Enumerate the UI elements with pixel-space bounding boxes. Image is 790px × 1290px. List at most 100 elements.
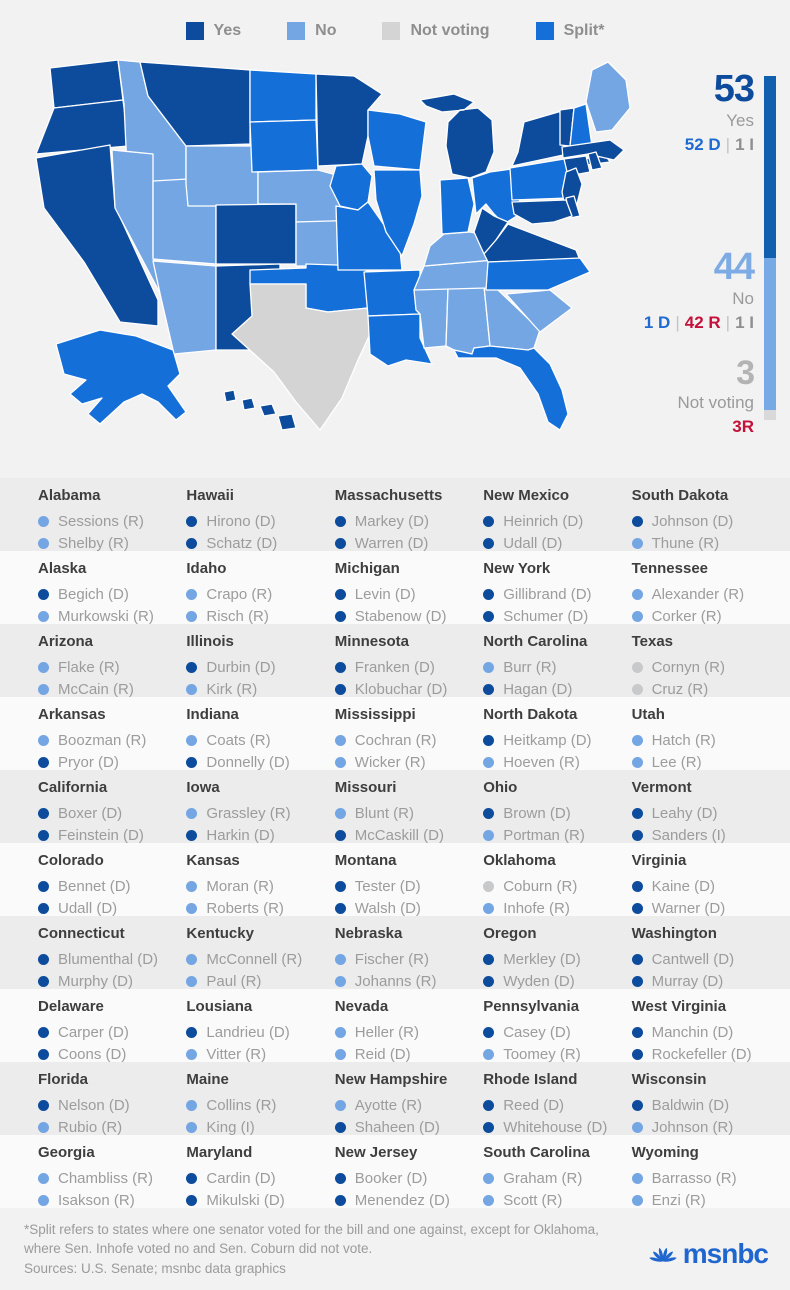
vote-dot-no bbox=[631, 1172, 643, 1184]
vote-dot-yes bbox=[186, 661, 198, 673]
senator-row: McConnell (R) bbox=[186, 948, 334, 970]
senator-name: Landrieu (D) bbox=[206, 1023, 290, 1041]
vote-dot-yes bbox=[186, 1172, 198, 1184]
state-name: Utah bbox=[631, 706, 665, 723]
senator-name: Barrasso (R) bbox=[651, 1169, 737, 1187]
senator-name: Kaine (D) bbox=[651, 877, 715, 895]
senator-name: Burr (R) bbox=[503, 658, 557, 676]
state-cell: Michigan Levin (D) Stabenow (D) bbox=[334, 560, 483, 627]
senator-row: Corker (R) bbox=[631, 605, 780, 627]
legend-item-no: No bbox=[287, 22, 336, 40]
senator-name: Blunt (R) bbox=[354, 804, 414, 822]
state-cell: Ohio Brown (D) Portman (R) bbox=[483, 779, 631, 846]
state-name: Florida bbox=[38, 1071, 89, 1088]
senator-row: Klobuchar (D) bbox=[334, 678, 483, 700]
vote-dot-no bbox=[334, 756, 346, 768]
senator-name: Murray (D) bbox=[651, 972, 724, 990]
senator-row: Boozman (R) bbox=[38, 729, 186, 751]
senator-row: Cantwell (D) bbox=[631, 948, 780, 970]
vote-dot-no bbox=[186, 880, 198, 892]
state-MA bbox=[561, 139, 625, 161]
state-cell: Colorado Bennet (D) Udall (D) bbox=[38, 852, 186, 919]
senator-row: Blunt (R) bbox=[334, 802, 483, 824]
vote-dot-no bbox=[483, 902, 495, 914]
state-name: Michigan bbox=[334, 560, 400, 577]
senator-row: Warner (D) bbox=[631, 897, 780, 919]
legend-swatch-split bbox=[535, 22, 554, 40]
state-cell: Montana Tester (D) Walsh (D) bbox=[334, 852, 483, 919]
state-cell: Alabama Sessions (R) Shelby (R) bbox=[38, 487, 186, 554]
senator-row: Blumenthal (D) bbox=[38, 948, 186, 970]
vote-dot-yes bbox=[334, 829, 346, 841]
state-HI bbox=[223, 389, 297, 431]
state-WI bbox=[367, 109, 427, 171]
senator-row: Johnson (R) bbox=[631, 1116, 780, 1138]
state-cell: Wyoming Barrasso (R) Enzi (R) bbox=[631, 1144, 780, 1211]
senator-row: Moran (R) bbox=[186, 875, 334, 897]
vote-dot-yes bbox=[483, 807, 495, 819]
senator-name: Durbin (D) bbox=[206, 658, 276, 676]
state-cell: New Mexico Heinrich (D) Udall (D) bbox=[483, 487, 631, 554]
senator-name: Cornyn (R) bbox=[651, 658, 725, 676]
senator-row: Rockefeller (D) bbox=[631, 1043, 780, 1065]
footnote-line1: *Split refers to states where one senato… bbox=[24, 1222, 599, 1237]
vote-dot-no bbox=[38, 515, 49, 527]
state-cell: North Dakota Heitkamp (D) Hoeven (R) bbox=[483, 706, 631, 773]
senator-row: Thune (R) bbox=[631, 532, 780, 554]
senator-row: Levin (D) bbox=[334, 583, 483, 605]
vote-dot-yes bbox=[334, 880, 346, 892]
senator-name: Hatch (R) bbox=[651, 731, 716, 749]
vote-dot-yes bbox=[631, 880, 643, 892]
vote-dot-no bbox=[631, 1194, 643, 1206]
senator-row: King (I) bbox=[186, 1116, 334, 1138]
senator-row: Murkowski (R) bbox=[38, 605, 186, 627]
senator-name: Wicker (R) bbox=[354, 753, 426, 771]
vote-dot-yes bbox=[483, 953, 495, 965]
senator-name: Hagan (D) bbox=[503, 680, 573, 698]
state-name: Maryland bbox=[186, 1144, 253, 1161]
senator-name: Reid (D) bbox=[354, 1045, 411, 1063]
state-cell: Connecticut Blumenthal (D) Murphy (D) bbox=[38, 925, 186, 992]
breakdown-part: 52 D bbox=[684, 135, 721, 154]
senator-name: Cardin (D) bbox=[206, 1169, 276, 1187]
vote-dot-yes bbox=[38, 756, 49, 768]
vote-dot-no bbox=[186, 807, 198, 819]
senator-row: Leahy (D) bbox=[631, 802, 780, 824]
state-cell: Arkansas Boozman (R) Pryor (D) bbox=[38, 706, 186, 773]
table-row: Delaware Carper (D) Coons (D) Lousiana Landr… bbox=[0, 989, 790, 1065]
yes-label: Yes bbox=[726, 111, 754, 130]
senator-row: Scott (R) bbox=[483, 1189, 631, 1211]
vote-dot-yes bbox=[483, 515, 495, 527]
vote-dot-no bbox=[38, 1121, 49, 1133]
tally-not-voting: 3 Not voting 3R bbox=[544, 356, 755, 437]
senator-row: Grassley (R) bbox=[186, 802, 334, 824]
state-name: Oklahoma bbox=[483, 852, 556, 869]
vote-dot-yes bbox=[334, 515, 346, 527]
senator-name: Inhofe (R) bbox=[503, 899, 570, 917]
senator-name: Sessions (R) bbox=[58, 512, 144, 530]
vote-dot-no bbox=[631, 610, 643, 622]
vote-dot-no bbox=[38, 1194, 49, 1206]
state-name: Arkansas bbox=[38, 706, 106, 723]
senator-row: Schatz (D) bbox=[186, 532, 334, 554]
state-name: West Virginia bbox=[631, 998, 727, 1015]
state-name: South Dakota bbox=[631, 487, 729, 504]
senator-row: Murray (D) bbox=[631, 970, 780, 992]
senator-row: McCaskill (D) bbox=[334, 824, 483, 846]
senator-row: Paul (R) bbox=[186, 970, 334, 992]
vote-dot-no bbox=[186, 610, 198, 622]
bar-segment-not-voting bbox=[764, 409, 776, 420]
breakdown-part: 1 I bbox=[735, 313, 754, 332]
senator-row: Sanders (I) bbox=[631, 824, 780, 846]
state-name: New Mexico bbox=[483, 487, 570, 504]
senator-row: Graham (R) bbox=[483, 1167, 631, 1189]
senator-row: Hatch (R) bbox=[631, 729, 780, 751]
vote-dot-no bbox=[186, 734, 198, 746]
state-cell: Rhode Island Reed (D) Whitehouse (D) bbox=[483, 1071, 631, 1138]
senator-row: Udall (D) bbox=[483, 532, 631, 554]
senator-name: Moran (R) bbox=[206, 877, 274, 895]
senator-row: Feinstein (D) bbox=[38, 824, 186, 846]
breakdown-part: 42 R bbox=[684, 313, 721, 332]
senator-row: Udall (D) bbox=[38, 897, 186, 919]
senator-name: Booker (D) bbox=[354, 1169, 428, 1187]
